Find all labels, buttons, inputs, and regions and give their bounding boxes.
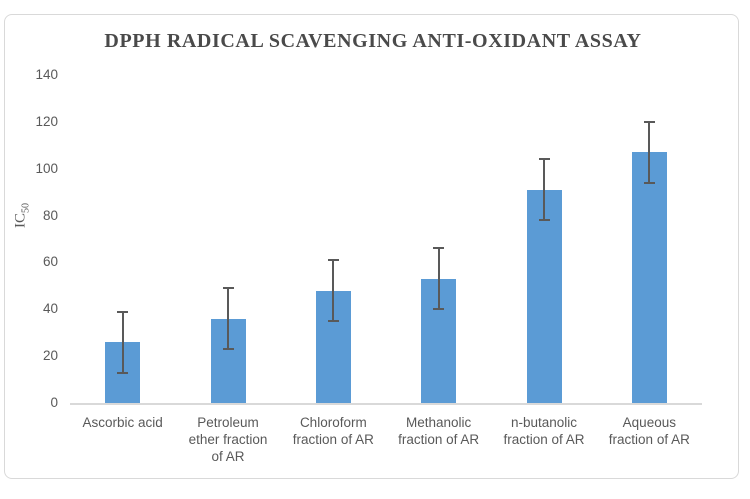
error-bar-cap bbox=[222, 287, 234, 290]
x-axis-label-line: Methanolic bbox=[406, 415, 472, 430]
error-bar bbox=[332, 260, 335, 321]
y-tick-label: 80 bbox=[42, 207, 58, 223]
y-tick-label: 60 bbox=[42, 254, 58, 270]
y-tick-label: 20 bbox=[42, 348, 58, 364]
bar bbox=[631, 152, 667, 403]
error-bar-cap bbox=[643, 120, 655, 123]
x-axis-label: Petroleum ether fraction of AR bbox=[173, 414, 283, 465]
x-axis-label-line: Aqueous bbox=[622, 415, 676, 430]
x-axis-label-line: Chloroform bbox=[299, 415, 367, 430]
bar bbox=[526, 189, 562, 403]
x-axis-labels: Ascorbic acid Petroleum ether fraction of A… bbox=[70, 414, 702, 470]
y-tick-label: 0 bbox=[50, 395, 58, 410]
x-axis-label-line: fraction of AR bbox=[292, 432, 374, 447]
error-bar-cap bbox=[222, 348, 234, 351]
error-bar bbox=[543, 159, 545, 221]
x-axis-label-line: fraction of AR bbox=[503, 432, 585, 447]
x-axis-label: Methanolic fraction of AR bbox=[384, 414, 494, 448]
x-axis-label: n-butanolic fraction of AR bbox=[489, 414, 599, 448]
y-tick-label: 100 bbox=[35, 160, 58, 176]
y-tick-label: 40 bbox=[42, 301, 58, 317]
error-bar-cap bbox=[538, 158, 550, 161]
error-bar bbox=[121, 311, 124, 373]
x-axis-label-line: ether fraction bbox=[188, 432, 268, 447]
plot-area: 0 20 40 60 80 100 120 140 bbox=[35, 67, 702, 410]
x-axis-label-line: Petroleum bbox=[197, 415, 259, 430]
error-bar-cap bbox=[538, 219, 550, 222]
error-bar-cap bbox=[117, 310, 129, 313]
error-bar bbox=[648, 121, 651, 183]
x-axis-label-line: fraction of AR bbox=[608, 432, 690, 447]
x-axis-label: Aqueous fraction of AR bbox=[594, 414, 704, 448]
chart-title: DPPH RADICAL SCAVENGING ANTI-OXIDANT ASS… bbox=[104, 30, 642, 52]
error-bar bbox=[437, 248, 440, 310]
x-axis-label-line: of AR bbox=[211, 449, 245, 464]
error-bar-cap bbox=[327, 259, 339, 262]
x-axis-label: Ascorbic acid bbox=[68, 414, 178, 431]
x-axis-label-line: n-butanolic bbox=[510, 415, 578, 430]
x-axis-label-line: fraction of AR bbox=[398, 432, 480, 447]
error-bar-cap bbox=[433, 308, 445, 311]
y-tick-label: 140 bbox=[35, 67, 58, 82]
x-axis-label: Chloroform fraction of AR bbox=[278, 414, 388, 448]
error-bar-cap bbox=[327, 320, 339, 322]
error-bar-cap bbox=[643, 181, 655, 184]
x-axis-label-line: Ascorbic acid bbox=[82, 415, 163, 430]
error-bar-cap bbox=[117, 371, 129, 374]
error-bar-cap bbox=[433, 247, 445, 250]
y-tick-label: 120 bbox=[35, 113, 58, 129]
error-bar bbox=[227, 288, 229, 350]
